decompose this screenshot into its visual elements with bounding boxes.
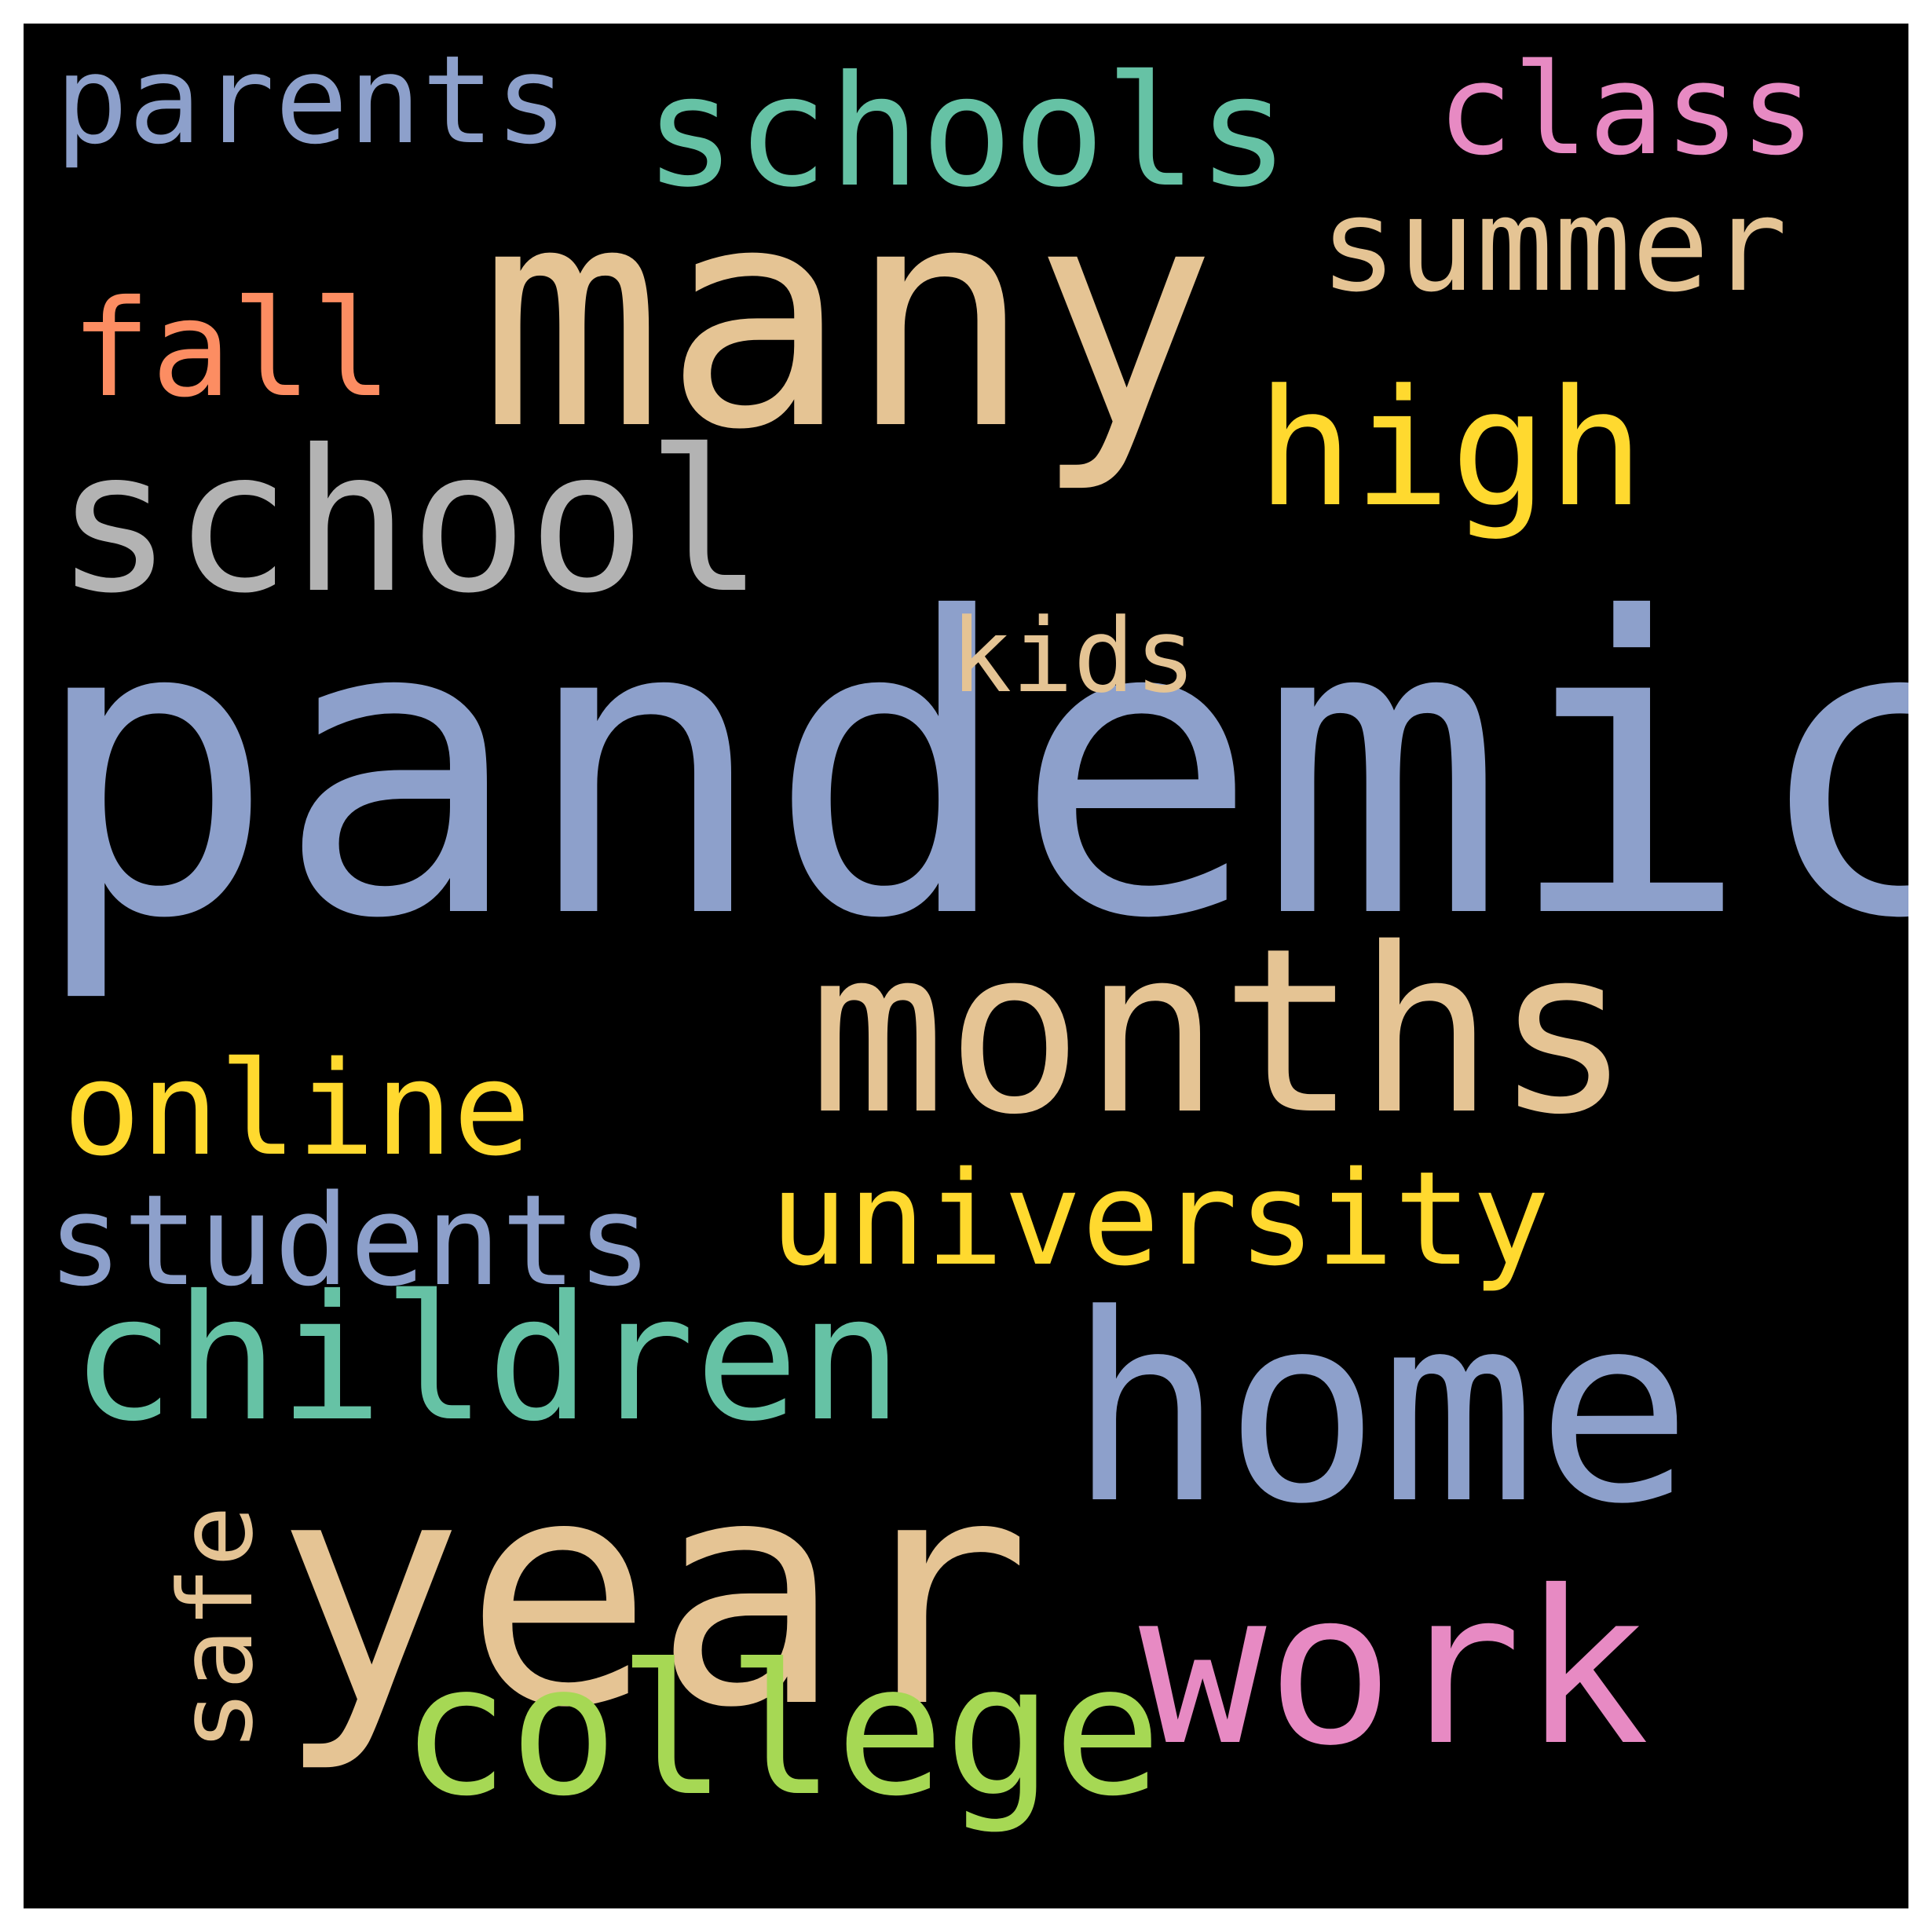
word-parents: parents [55,29,569,171]
word-online: online [63,1034,532,1184]
word-summer: summer [1319,170,1788,320]
word-university: university [770,1143,1550,1294]
word-students: students [47,1167,653,1314]
word-children: children [71,1258,903,1459]
word-months: months [809,900,1632,1165]
word-many: many [479,140,1217,496]
word-class: class [1437,36,1816,183]
word-pandemic: pandemic [30,532,1908,1008]
word-college: college [401,1626,1162,1836]
word-schools: schools [644,42,1290,221]
word-kids: kids [950,596,1197,715]
word-high: high [1257,356,1645,543]
word-work: work [1139,1545,1650,1792]
word-cloud-canvas: pandemic many year home months work scho… [24,24,1908,1908]
word-fall: fall [71,272,393,427]
word-school: school [55,408,765,636]
word-year: year [275,1411,1032,1776]
word-home: home [1068,1259,1692,1561]
word-safe: safe [156,1505,276,1751]
